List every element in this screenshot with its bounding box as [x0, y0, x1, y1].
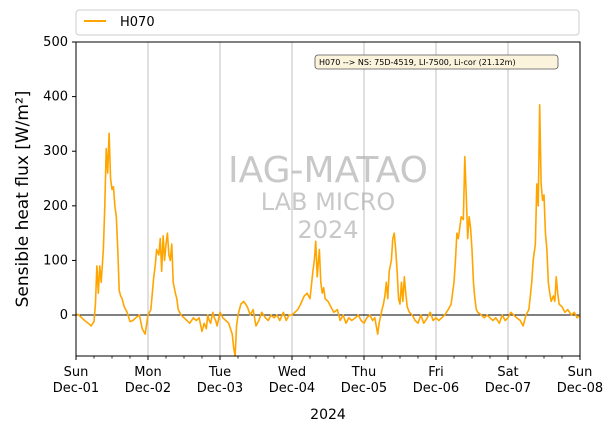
- x-tick-label-day: Sat: [497, 365, 518, 380]
- watermark-line3: 2024: [297, 216, 358, 244]
- annotation-text: H070 --> NS: 75D-4519, LI-7500, Li-cor (…: [319, 58, 516, 67]
- x-tick-label-day: Sun: [568, 365, 593, 380]
- annotation: H070 --> NS: 75D-4519, LI-7500, Li-cor (…: [314, 54, 559, 70]
- x-axis-title: 2024: [310, 407, 346, 423]
- x-tick-label-date: Dec-02: [125, 381, 171, 396]
- watermark-line2: LAB MICRO: [261, 188, 396, 216]
- y-tick-label: 500: [43, 35, 68, 50]
- watermark: IAG-MATAO LAB MICRO 2024: [228, 150, 428, 244]
- annotation-box: [314, 54, 559, 70]
- x-tick-label-day: Tue: [208, 365, 231, 380]
- x-tick-label-day: Thu: [351, 365, 376, 380]
- legend-label: H070: [120, 15, 155, 30]
- x-tick-label-date: Dec-05: [341, 381, 387, 396]
- y-tick-label: 0: [60, 308, 68, 323]
- x-tick-label-date: Dec-06: [413, 381, 459, 396]
- x-tick-label-date: Dec-01: [53, 381, 99, 396]
- y-tick-label: 300: [43, 144, 68, 159]
- x-tick-label-day: Mon: [134, 365, 161, 380]
- series-line-h070: [75, 104, 581, 357]
- y-tick-label: 100: [43, 253, 68, 268]
- y-tick-label: 400: [43, 90, 68, 105]
- y-axis-title: Sensible heat flux [W/m²]: [13, 91, 33, 308]
- y-axis: 0 100 200 300 400 500: [43, 35, 76, 323]
- x-tick-label-day: Fri: [428, 365, 444, 380]
- legend-frame: [75, 9, 580, 36]
- x-tick-label-date: Dec-03: [197, 381, 243, 396]
- x-axis: SunDec-01MonDec-02TueDec-03WedDec-04ThuD…: [53, 356, 603, 396]
- legend: H070: [75, 9, 580, 36]
- x-tick-label-date: Dec-08: [557, 381, 603, 396]
- grid-lines: [147, 42, 509, 356]
- x-tick-label-day: Sun: [64, 365, 89, 380]
- y-tick-label: 200: [43, 199, 68, 214]
- x-tick-label-day: Wed: [278, 365, 306, 380]
- x-tick-label-date: Dec-04: [269, 381, 315, 396]
- series-layer: [75, 104, 581, 357]
- x-tick-label-date: Dec-07: [485, 381, 531, 396]
- watermark-line1: IAG-MATAO: [228, 150, 428, 191]
